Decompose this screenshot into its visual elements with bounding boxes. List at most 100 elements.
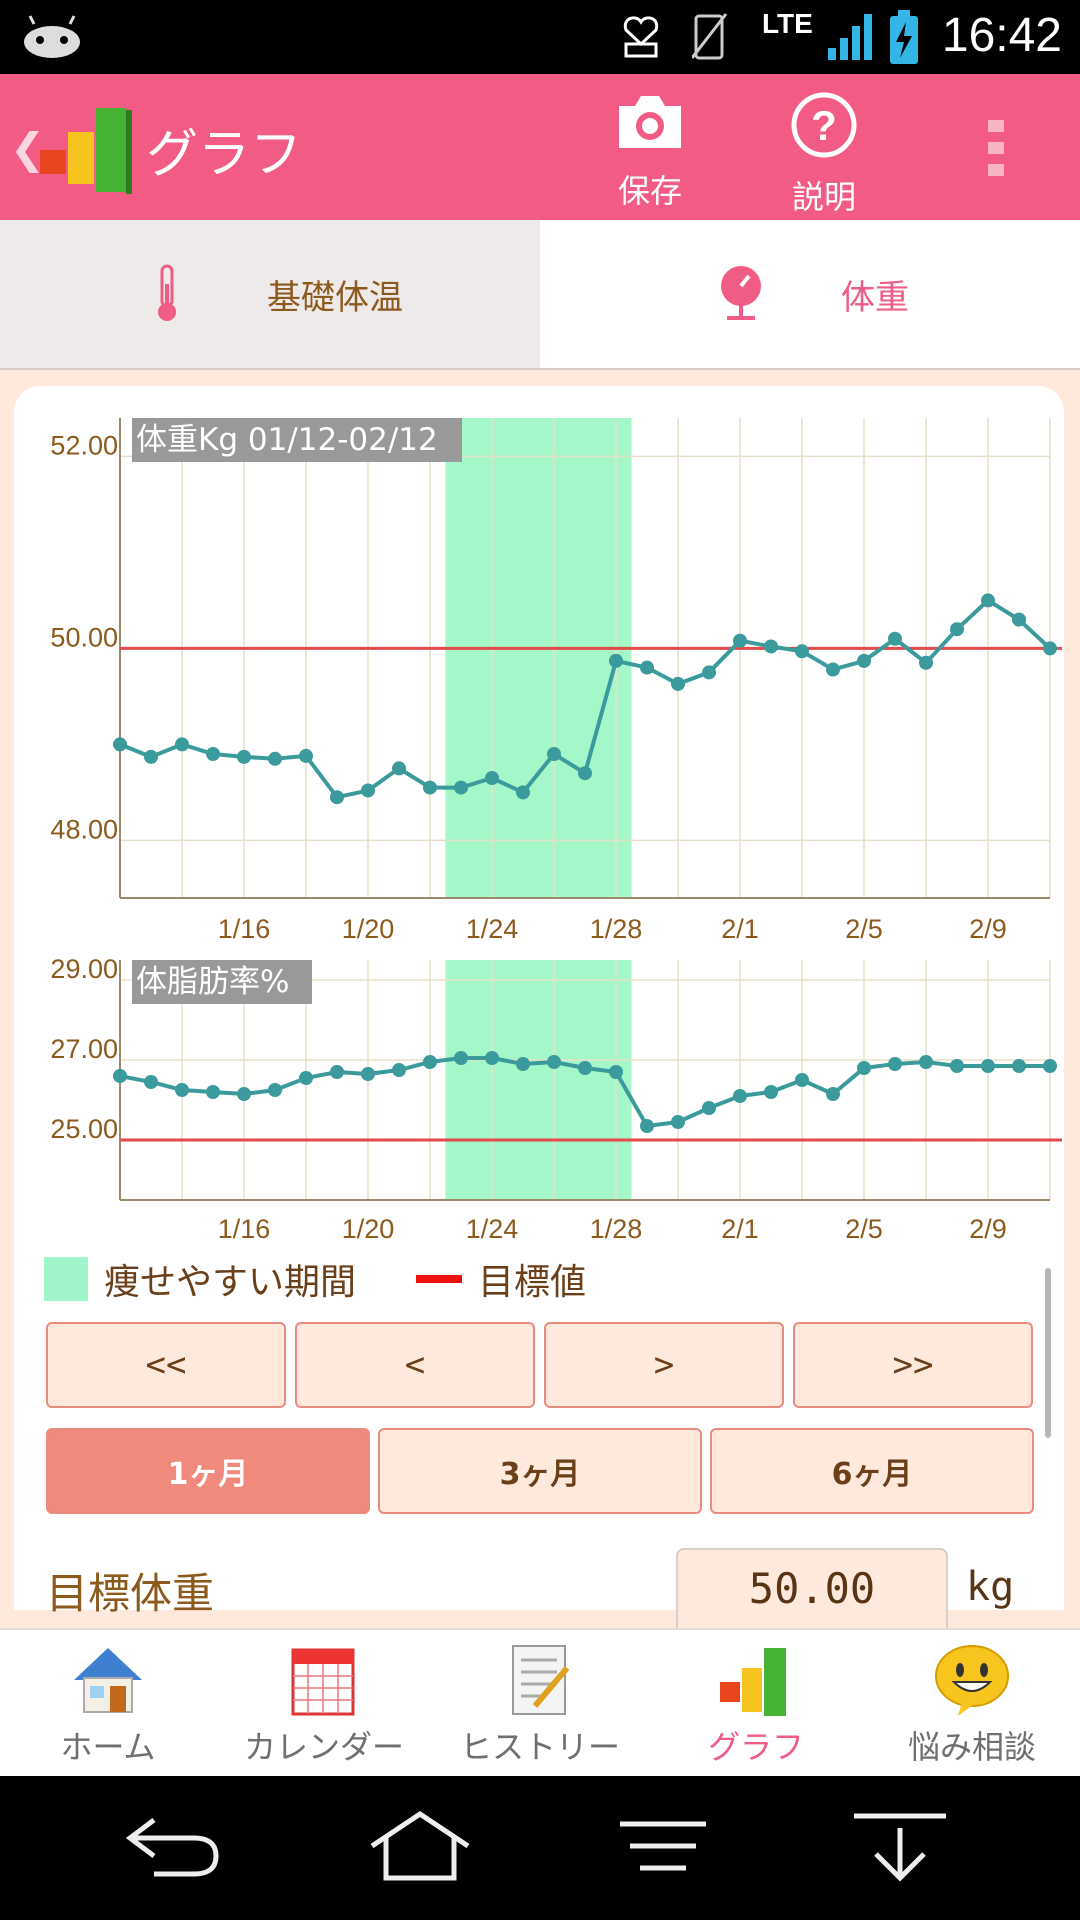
data-point [671,676,685,691]
x-tick-label: 2/1 [721,914,759,944]
x-tick-label: 2/5 [845,914,883,944]
data-point [113,737,127,752]
calendar-icon [291,1648,355,1716]
bottom-navigation: ホーム カレンダー ヒストリー グラフ 悩み相談 [0,1628,1080,1778]
legend-period-label: 痩せやすい期間 [104,1262,357,1303]
data-point [919,655,933,670]
data-point [423,780,437,795]
x-tick-label: 1/28 [590,914,643,944]
chart-title-background [132,418,462,462]
back-chevron-icon[interactable]: ❮ [10,124,46,173]
data-point [144,749,158,764]
target-weight-label: 目標体重 [46,1569,215,1618]
signal-off-icon [692,13,728,60]
scrollbar[interactable] [1045,1268,1051,1438]
data-point [206,747,220,761]
data-point [578,1061,592,1075]
next-button[interactable]: > [544,1322,784,1408]
back-icon[interactable] [124,1806,224,1886]
data-point [826,1087,840,1101]
notification-pull-icon[interactable] [850,1806,950,1886]
help-icon: ? [791,92,857,158]
range-1-month-button[interactable]: 1ヶ月 [46,1428,370,1514]
data-point [1012,1059,1026,1073]
x-tick-label: 1/24 [466,1214,519,1244]
nav-home[interactable]: ホーム [0,1638,216,1768]
charts-canvas: 52.00 50.00 48.00 1/16 1/20 1/24 1/28 2/1 2/5 2/9… [50,418,1062,1244]
x-tick-label: 2/1 [721,1214,759,1244]
data-point [423,1055,437,1069]
y-tick-label: 52.00 [50,430,118,460]
previous-button[interactable]: < [295,1322,535,1408]
save-label: 保存 [617,172,682,210]
y-tick-label: 50.00 [50,622,118,652]
last-page-button[interactable]: >> [793,1322,1033,1408]
y-tick-label: 48.00 [50,814,118,844]
nav-consultation[interactable]: 悩み相談 [864,1638,1080,1768]
data-point [795,644,809,659]
nav-calendar[interactable]: カレンダー [216,1638,432,1768]
data-point [609,653,623,668]
data-point [516,1057,530,1071]
data-point [144,1075,158,1089]
y-tick-label: 29.00 [50,954,118,984]
nav-graph-label: グラフ [707,1728,804,1766]
battery-charging-icon [890,10,918,64]
data-point [361,1067,375,1081]
x-tick-label: 2/9 [969,914,1007,944]
tab-basal-temperature[interactable]: 基礎体温 [0,220,542,368]
data-point [1043,1059,1057,1073]
menu-icon[interactable] [618,1806,708,1886]
data-point [857,1061,871,1075]
data-point [888,1057,902,1071]
help-button[interactable]: ? 説明 [764,92,884,218]
nav-history[interactable]: ヒストリー [432,1638,648,1768]
data-point [299,748,313,763]
x-tick-label: 1/20 [342,1214,395,1244]
nav-home-label: ホーム [60,1728,156,1766]
data-point [919,1055,933,1069]
data-point [764,1085,778,1099]
overflow-menu-icon[interactable] [984,116,1008,180]
data-point [826,662,840,677]
data-point [113,1069,127,1083]
data-point [981,1059,995,1073]
data-point [640,1119,654,1133]
home-button-icon[interactable] [368,1806,472,1886]
data-point [299,1071,313,1085]
x-tick-label: 1/16 [218,914,271,944]
range-6-months-button[interactable]: 6ヶ月 [710,1428,1034,1514]
save-button[interactable]: 保存 [590,92,710,212]
data-point [950,622,964,637]
app-bar: ❮ グラフ 保存 ? 説明 [0,74,1080,220]
y-tick-label: 25.00 [50,1114,118,1144]
legend-target-line [416,1275,463,1283]
range-3-months-button[interactable]: 3ヶ月 [378,1428,702,1514]
nav-calendar-label: カレンダー [243,1728,404,1766]
status-bar: LTE 16:42 [0,0,1080,74]
tab-weight[interactable]: 体重 [540,220,1080,368]
data-point [547,1055,561,1069]
nav-graph[interactable]: グラフ [648,1638,864,1768]
app-logo-chart-icon[interactable] [38,100,134,196]
data-point [268,1083,282,1097]
data-point [640,660,654,675]
chart-card: 52.00 50.00 48.00 1/16 1/20 1/24 1/28 2/1 2/5 2/9… [14,386,1064,1610]
data-point [454,1051,468,1065]
data-point [578,766,592,781]
data-point [795,1073,809,1087]
nav-history-label: ヒストリー [459,1728,620,1766]
chart-icon [720,1648,786,1716]
notification-icon [623,16,659,58]
scale-icon [711,264,771,324]
svg-text:?: ? [811,102,837,149]
data-point [361,783,375,798]
data-point [981,593,995,608]
data-point [237,749,251,764]
first-page-button[interactable]: << [46,1322,286,1408]
home-icon [74,1648,142,1713]
target-weight-input[interactable]: 50.00 [676,1548,948,1628]
clock: 16:42 [941,9,1062,62]
chart-title: 体重Kg 01/12-02/12 [136,422,438,458]
data-point [733,633,747,648]
